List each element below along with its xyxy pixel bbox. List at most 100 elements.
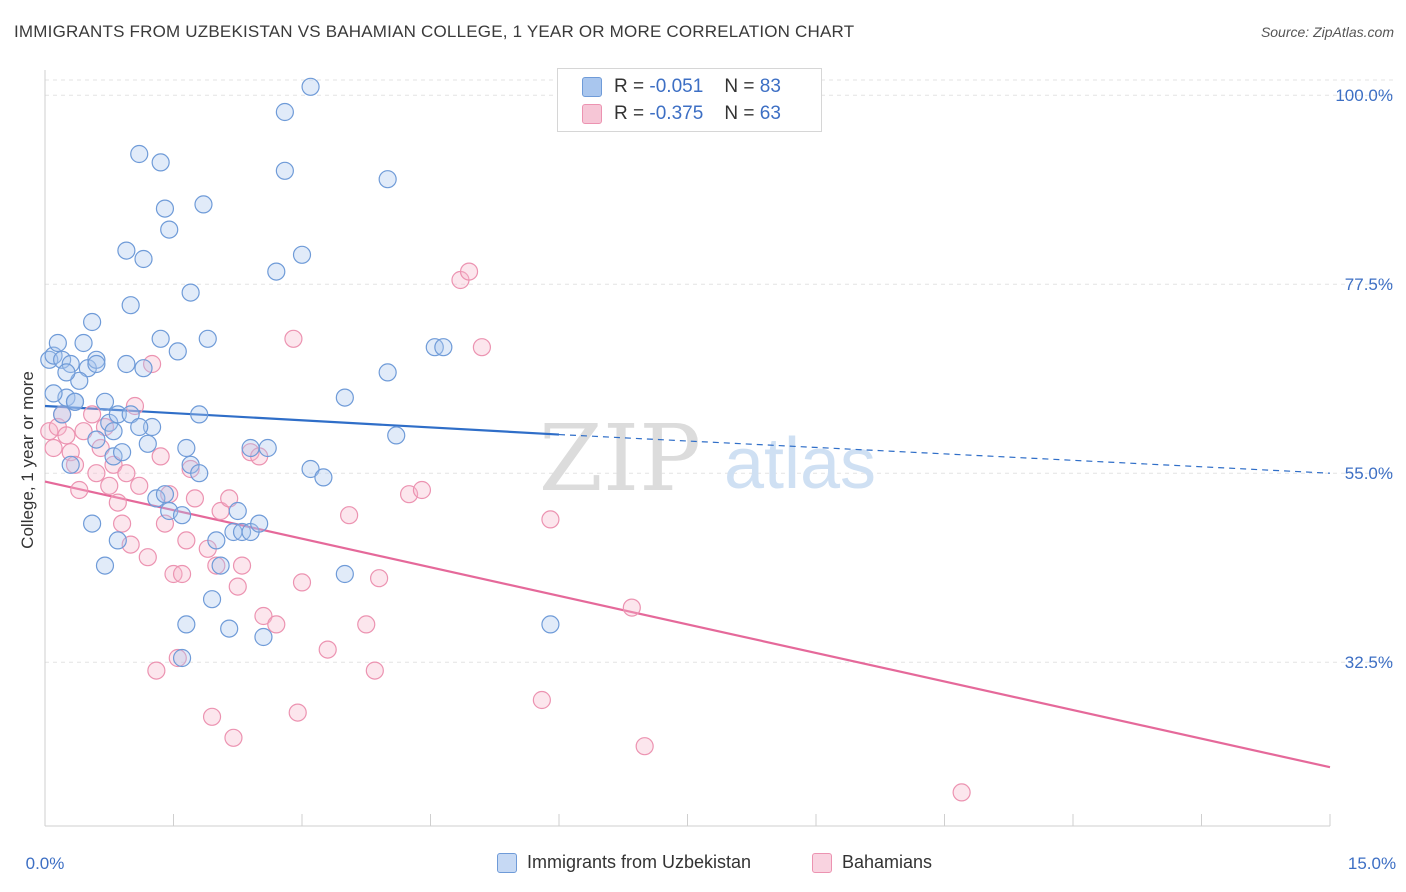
data-point-uzbekistan (301, 459, 320, 479)
legend-row-bahamians: R = -0.375 N = 63 (582, 102, 781, 126)
data-point-uzbekistan (190, 405, 209, 424)
grid-lines (45, 79, 1395, 663)
data-point-bahamians (459, 262, 479, 281)
data-point-bahamians (318, 640, 337, 659)
data-point-uzbekistan (130, 417, 149, 437)
bottom-legend-swatch-pink (812, 852, 832, 873)
data-point-uzbekistan (44, 384, 63, 403)
data-point-uzbekistan (151, 329, 170, 348)
data-point-uzbekistan (194, 195, 213, 214)
data-point-bahamians (108, 493, 127, 512)
data-point-uzbekistan (112, 443, 132, 462)
data-point-uzbekistan (87, 350, 106, 369)
data-point-bahamians (254, 606, 273, 626)
data-point-uzbekistan (155, 485, 175, 504)
data-point-bahamians (151, 447, 170, 466)
data-point-bahamians (241, 443, 260, 462)
data-point-bahamians (472, 338, 491, 357)
data-point-bahamians (267, 615, 286, 634)
y-axis-label: College, 1 year or more (18, 371, 37, 549)
legend-n-label: N = (724, 76, 755, 97)
data-point-bahamians (172, 564, 192, 584)
data-point-bahamians (57, 426, 76, 445)
data-point-uzbekistan (151, 153, 170, 172)
data-point-bahamians (622, 598, 641, 617)
data-point-uzbekistan (378, 170, 397, 189)
data-point-bahamians (147, 661, 166, 680)
y-tick-label: 100.0% (1335, 86, 1393, 105)
data-point-uzbekistan (130, 144, 149, 164)
legend-r-value: -0.051 (649, 76, 704, 97)
data-point-uzbekistan (104, 447, 123, 466)
data-point-uzbekistan (190, 464, 209, 483)
data-point-bahamians (292, 573, 312, 592)
data-point-bahamians (185, 489, 205, 508)
data-point-uzbekistan (108, 405, 127, 424)
data-point-bahamians (142, 354, 162, 374)
data-point-uzbekistan (250, 514, 269, 533)
y-tick-label: 77.5% (1345, 275, 1393, 294)
data-point-bahamians (284, 329, 303, 348)
data-point-bahamians (232, 556, 252, 575)
data-point-bahamians (125, 396, 145, 416)
data-point-bahamians (181, 459, 200, 479)
data-point-bahamians (952, 783, 971, 802)
data-point-uzbekistan (48, 333, 67, 353)
data-point-bahamians (365, 661, 384, 680)
data-point-uzbekistan (275, 102, 294, 122)
data-point-uzbekistan (61, 455, 80, 474)
data-point-uzbekistan (121, 405, 140, 424)
data-point-bahamians (100, 476, 119, 495)
data-point-uzbekistan (254, 627, 273, 647)
data-point-bahamians (91, 438, 110, 458)
data-point-uzbekistan (241, 438, 260, 458)
data-point-bahamians (224, 728, 243, 747)
data-point-uzbekistan (134, 249, 153, 269)
data-point-uzbekistan (172, 648, 192, 668)
data-point-bahamians (207, 556, 226, 575)
data-point-uzbekistan (434, 338, 453, 357)
data-point-bahamians (541, 510, 560, 529)
data-point-bahamians (70, 480, 89, 500)
data-point-bahamians (74, 422, 93, 441)
data-point-uzbekistan (155, 199, 175, 218)
legend-n-label: N = (724, 103, 755, 124)
data-point-uzbekistan (83, 312, 102, 332)
correlation-legend: R = -0.051 N = 83 R = -0.375 N = 63 (557, 68, 822, 132)
data-point-uzbekistan (117, 241, 136, 260)
legend-n-value: 83 (759, 76, 781, 97)
chart-source: Source: ZipAtlas.com (1260, 24, 1394, 40)
x-tick-label: 15.0% (1348, 854, 1396, 873)
data-point-uzbekistan (147, 489, 166, 508)
series-bahamians (40, 262, 971, 802)
series-uzbekistan (40, 77, 560, 668)
bottom-legend-swatch-blue (497, 852, 517, 873)
data-point-bahamians (40, 422, 59, 441)
data-point-uzbekistan (172, 506, 192, 525)
data-point-bahamians (130, 476, 149, 495)
y-tick-label: 32.5% (1345, 653, 1393, 672)
data-point-uzbekistan (108, 531, 127, 550)
data-point-bahamians (202, 707, 222, 726)
data-point-uzbekistan (87, 354, 106, 374)
data-point-uzbekistan (83, 514, 102, 533)
legend-swatch-blue (582, 77, 602, 97)
data-point-uzbekistan (121, 296, 140, 315)
data-point-bahamians (412, 480, 432, 500)
chart-title: IMMIGRANTS FROM UZBEKISTAN VS BAHAMIAN C… (14, 22, 855, 41)
data-point-uzbekistan (65, 392, 85, 411)
data-point-uzbekistan (181, 283, 200, 302)
legend-row-uzbekistan: R = -0.051 N = 83 (582, 75, 781, 99)
watermark-atlas: atlas (724, 424, 876, 504)
data-point-bahamians (370, 569, 389, 588)
data-point-uzbekistan (104, 422, 123, 441)
data-point-bahamians (228, 577, 247, 596)
data-point-uzbekistan (61, 354, 80, 374)
data-point-bahamians (288, 703, 307, 722)
legend-r-label: R = (614, 103, 645, 124)
bottom-legend-uzbekistan: Immigrants from Uzbekistan (497, 852, 751, 873)
legend-n-value: 63 (759, 103, 781, 124)
bottom-legend-label: Bahamians (842, 852, 933, 872)
data-point-uzbekistan (220, 619, 239, 638)
data-point-uzbekistan (335, 388, 354, 407)
